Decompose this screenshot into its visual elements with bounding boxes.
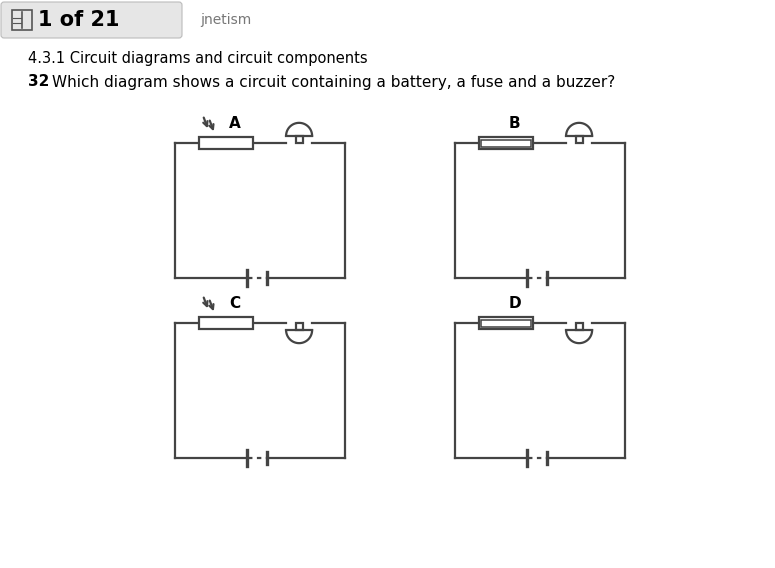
Text: 1 of 21: 1 of 21 xyxy=(38,10,119,30)
Bar xyxy=(481,140,531,147)
Bar xyxy=(481,319,531,327)
Text: C: C xyxy=(229,295,240,311)
Bar xyxy=(479,317,533,329)
Bar xyxy=(295,136,303,143)
FancyBboxPatch shape xyxy=(1,2,182,38)
Text: 4.3.1 Circuit diagrams and circuit components: 4.3.1 Circuit diagrams and circuit compo… xyxy=(28,51,367,65)
Bar xyxy=(12,10,32,30)
Bar xyxy=(479,137,533,149)
Bar xyxy=(576,323,583,330)
Bar xyxy=(199,317,253,329)
Text: D: D xyxy=(508,295,521,311)
Text: 32: 32 xyxy=(28,74,50,90)
Text: A: A xyxy=(229,115,240,131)
Bar xyxy=(295,323,303,330)
Text: jnetism: jnetism xyxy=(200,13,251,27)
Bar xyxy=(576,136,583,143)
Text: B: B xyxy=(508,115,520,131)
Text: Which diagram shows a circuit containing a battery, a fuse and a buzzer?: Which diagram shows a circuit containing… xyxy=(52,74,615,90)
Bar xyxy=(199,137,253,149)
